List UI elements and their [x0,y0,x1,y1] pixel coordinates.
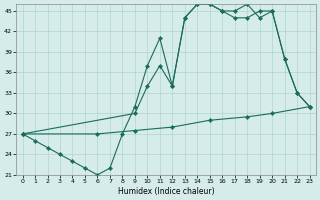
X-axis label: Humidex (Indice chaleur): Humidex (Indice chaleur) [118,187,214,196]
